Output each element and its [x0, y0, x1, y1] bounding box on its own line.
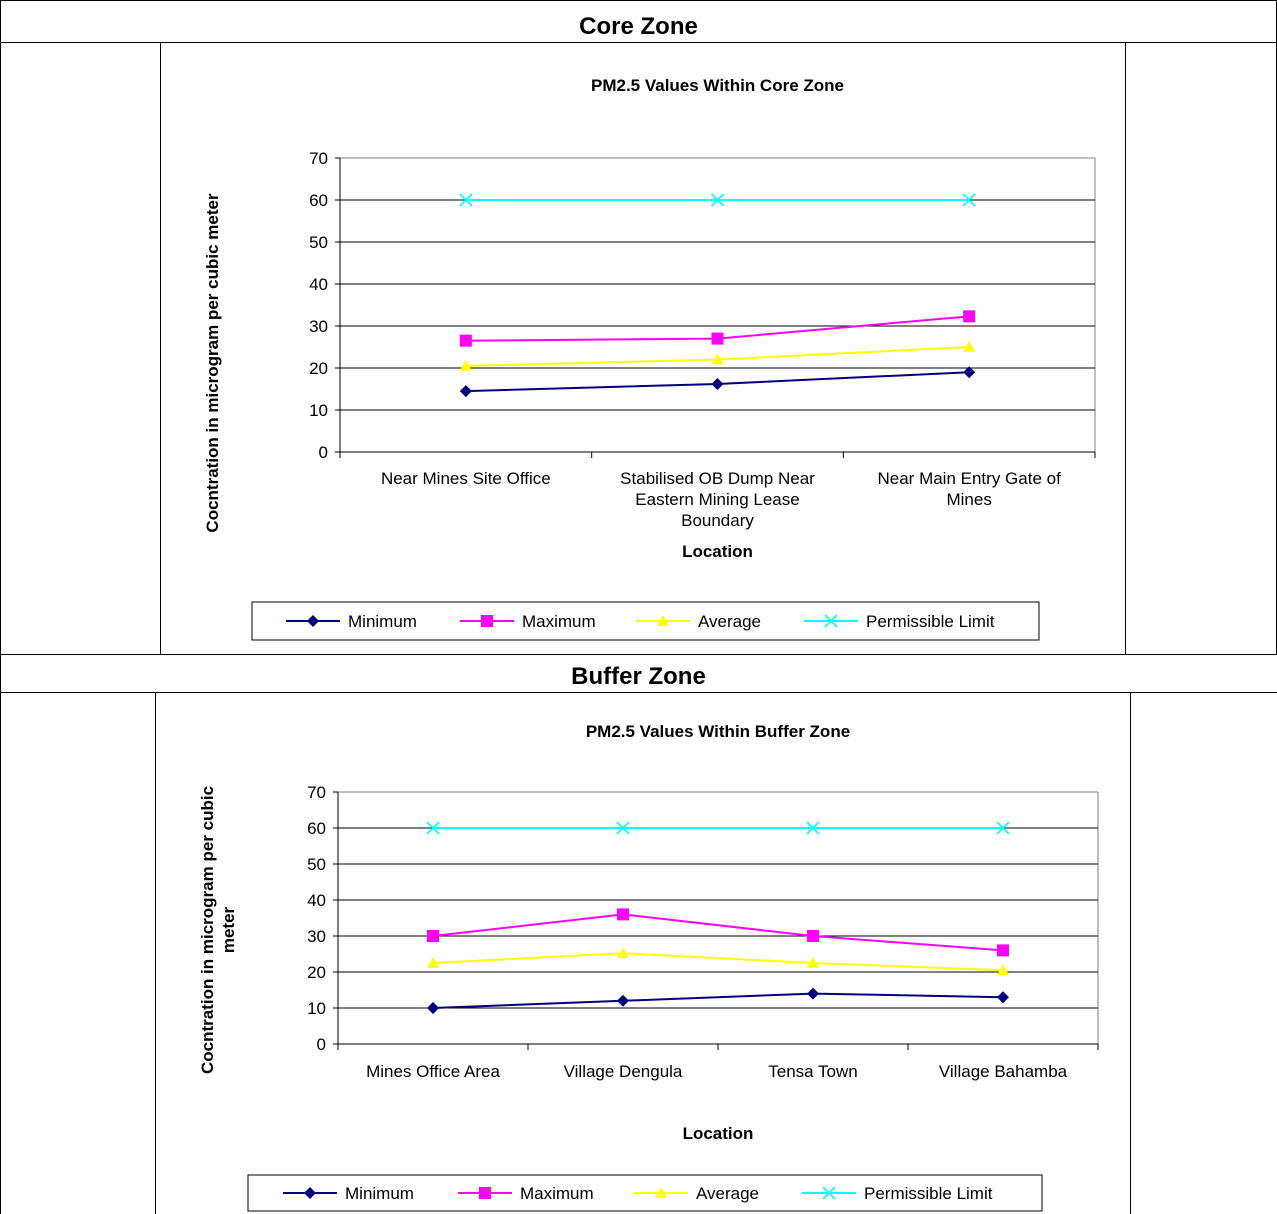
legend-label: Minimum: [348, 612, 417, 631]
legend-marker: [304, 1187, 316, 1199]
y-tick-label: 10: [307, 999, 326, 1018]
table-row-divider: [0, 654, 1277, 655]
table-border-top: [0, 0, 1277, 1]
data-point: [711, 377, 724, 390]
data-point: [996, 821, 1010, 835]
chart-title: PM2.5 Values Within Core Zone: [591, 76, 844, 95]
series-line-minimum: [432, 992, 1004, 1009]
y-tick-label: 70: [307, 783, 326, 802]
legend-label: Minimum: [345, 1184, 414, 1203]
table-col-divider: [1130, 692, 1131, 1214]
data-point: [807, 987, 819, 1000]
series-line-maximum: [432, 913, 1004, 952]
legend-label: Permissible Limit: [866, 612, 995, 631]
legend-label: Average: [698, 612, 761, 631]
chart-title: PM2.5 Values Within Buffer Zone: [586, 722, 850, 741]
data-point: [807, 930, 819, 942]
data-point: [997, 991, 1009, 1004]
legend-label: Maximum: [520, 1184, 594, 1203]
y-tick-label: 30: [309, 317, 328, 336]
data-point: [427, 957, 439, 968]
legend-marker: [307, 615, 319, 627]
x-tick-label: Near Main Entry Gate of Mines: [878, 469, 1062, 509]
table-row-divider: [0, 42, 1277, 43]
data-point: [459, 359, 472, 371]
table-border-left: [0, 0, 1, 1214]
legend-marker: [824, 614, 838, 628]
y-tick-label: 50: [309, 233, 328, 252]
data-point: [617, 994, 629, 1007]
x-tick-label: Tensa Town: [768, 1062, 857, 1081]
y-tick-label: 0: [319, 443, 328, 462]
y-axis-label: Cocntration in microgram per cubic meter: [203, 193, 222, 533]
legend-label: Permissible Limit: [864, 1184, 993, 1203]
data-point: [807, 957, 819, 968]
y-tick-label: 50: [307, 855, 326, 874]
table-col-divider: [155, 692, 156, 1214]
data-point: [806, 821, 820, 835]
legend-marker: [822, 1186, 836, 1200]
x-axis-label: Location: [682, 542, 753, 561]
data-point: [459, 334, 472, 347]
data-point: [997, 964, 1009, 975]
data-point: [426, 821, 440, 835]
y-tick-label: 70: [309, 149, 328, 168]
x-tick-label: Village Dengula: [564, 1062, 683, 1081]
data-point: [711, 353, 724, 365]
table-col-divider: [1125, 42, 1126, 654]
data-point: [427, 1002, 439, 1014]
y-axis-label: Cocntration in microgram per cubic meter: [198, 786, 238, 1074]
data-point: [963, 366, 976, 379]
data-point: [616, 821, 630, 835]
x-axis-label: Location: [683, 1124, 754, 1143]
legend-label: Average: [696, 1184, 759, 1203]
series-line-average: [432, 952, 1004, 972]
legend-marker: [657, 615, 669, 626]
data-point: [711, 332, 724, 345]
legend-marker: [479, 1187, 491, 1199]
x-tick-label: Village Bahamba: [939, 1062, 1068, 1081]
y-tick-label: 60: [309, 191, 328, 210]
y-tick-label: 30: [307, 927, 326, 946]
x-tick-label: Stabilised OB Dump Near Eastern Mining Le…: [620, 469, 815, 530]
x-tick-label: Near Mines Site Office: [381, 469, 551, 488]
core-zone-chart: PM2.5 Values Within Core Zone 0 10 20 30 40 50…: [203, 76, 1096, 641]
y-tick-label: 60: [307, 819, 326, 838]
y-tick-label: 20: [309, 359, 328, 378]
data-point: [427, 930, 439, 942]
data-point: [997, 944, 1009, 957]
table-col-divider: [160, 42, 161, 654]
section-header-buffer: Buffer Zone: [571, 663, 706, 690]
table-row-divider: [0, 692, 1277, 693]
y-tick-label: 10: [309, 401, 328, 420]
y-tick-label: 20: [307, 963, 326, 982]
data-point: [459, 193, 473, 207]
x-tick-label: Mines Office Area: [366, 1062, 500, 1081]
y-tick-label: 40: [309, 275, 328, 294]
legend-label: Maximum: [522, 612, 596, 631]
legend-marker: [481, 615, 493, 627]
y-tick-label: 0: [317, 1035, 326, 1054]
data-point: [963, 341, 976, 352]
y-tick-label: 40: [307, 891, 326, 910]
legend-marker: [655, 1187, 667, 1198]
data-point: [617, 908, 629, 921]
data-point: [710, 193, 725, 207]
data-point: [459, 385, 472, 398]
data-point: [617, 947, 629, 959]
data-point: [962, 193, 976, 207]
data-point: [963, 310, 976, 323]
section-header-core: Core Zone: [579, 13, 698, 40]
